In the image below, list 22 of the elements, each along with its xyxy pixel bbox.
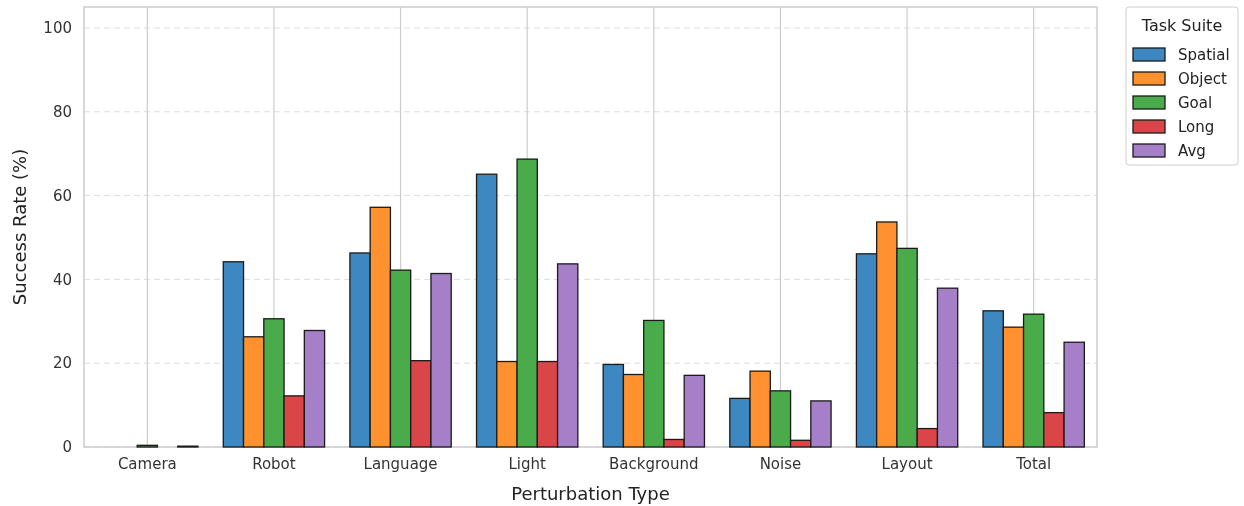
x-tick-label: Noise (759, 455, 802, 473)
y-tick-label: 20 (52, 354, 72, 373)
y-tick-label: 40 (52, 270, 72, 289)
legend-label: Goal (1178, 94, 1213, 113)
x-tick-label: Robot (252, 455, 296, 473)
x-tick-label: Camera (117, 455, 177, 473)
legend-label: Avg (1178, 142, 1206, 161)
y-axis-title: Success Rate (%) (9, 148, 30, 306)
x-axis-title: Perturbation Type (511, 483, 670, 504)
y-tick-label: 0 (62, 438, 72, 457)
legend-label: Long (1178, 118, 1215, 137)
legend-title: Task Suite (1140, 16, 1223, 35)
legend-label: Spatial (1178, 46, 1230, 65)
y-tick-label: 100 (43, 19, 72, 38)
x-tick-label: Total (1015, 455, 1052, 473)
x-tick-label: Background (609, 455, 699, 473)
legend-label: Object (1178, 70, 1227, 89)
x-tick-label: Language (363, 455, 438, 473)
y-tick-label: 80 (52, 103, 72, 122)
y-tick-label: 60 (52, 186, 72, 205)
x-tick-label: Layout (881, 455, 933, 473)
x-tick-label: Light (508, 455, 547, 473)
